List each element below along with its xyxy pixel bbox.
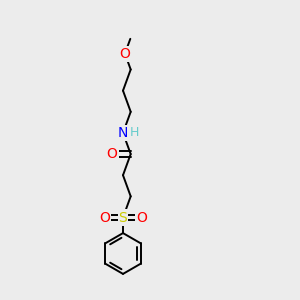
Text: O: O (119, 46, 130, 61)
Text: S: S (118, 211, 127, 224)
Text: O: O (136, 211, 147, 224)
Text: N: N (118, 126, 128, 140)
Text: O: O (99, 211, 110, 224)
Text: O: O (107, 147, 118, 161)
Text: H: H (130, 126, 139, 140)
